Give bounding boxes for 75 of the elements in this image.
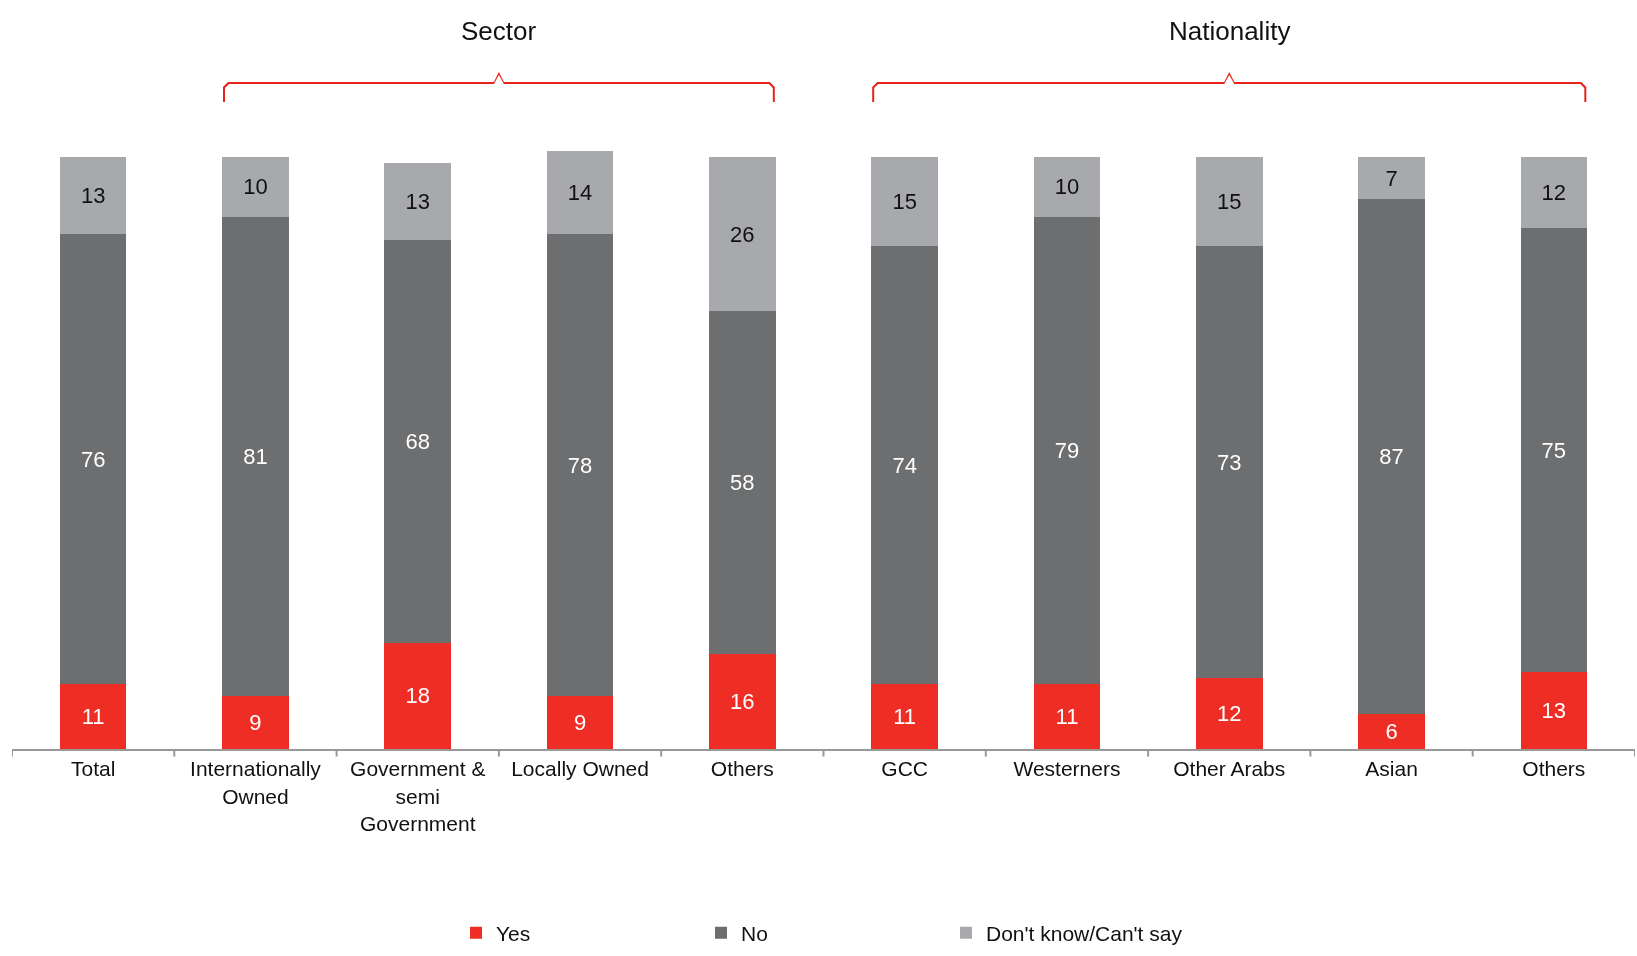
data-label: 11 xyxy=(81,703,105,729)
text: Nationality xyxy=(1169,16,1291,46)
bar xyxy=(222,216,289,696)
bar xyxy=(1358,713,1425,749)
x-tick-label: Others xyxy=(1522,757,1586,781)
data-label: 78 xyxy=(567,452,593,478)
bar xyxy=(546,234,614,696)
bar xyxy=(709,157,776,312)
bar xyxy=(871,157,938,247)
bar xyxy=(871,683,938,749)
data-label: 75 xyxy=(1541,437,1567,463)
bar xyxy=(1033,157,1101,217)
bar xyxy=(1033,216,1101,684)
bar xyxy=(871,246,938,684)
bar xyxy=(222,695,289,749)
data-label: 12 xyxy=(1217,701,1242,726)
bar xyxy=(1520,157,1588,229)
bar xyxy=(546,695,614,749)
data-label: 15 xyxy=(892,189,917,215)
x-tick-label: Locally Owned xyxy=(511,757,649,781)
text: Sector xyxy=(461,16,537,46)
bar xyxy=(59,234,127,684)
data-label: 11 xyxy=(893,703,917,729)
data-label: 15 xyxy=(1217,189,1242,215)
legend-label: No xyxy=(741,921,768,945)
data-label: 13 xyxy=(1541,698,1567,724)
bar xyxy=(384,642,452,749)
bar xyxy=(709,654,776,749)
data-label: 11 xyxy=(1055,703,1079,729)
legend-label: Don't know/Can't say xyxy=(986,921,1183,945)
x-tick-label: Westerners xyxy=(1013,757,1121,781)
data-label: 18 xyxy=(405,683,430,709)
data-label: 10 xyxy=(243,174,268,200)
data-label: 9 xyxy=(249,709,262,735)
bar xyxy=(1358,198,1425,714)
data-label: 6 xyxy=(1385,718,1398,744)
x-tick-label: Government & semi Government xyxy=(350,757,486,835)
x-tick-label: GCC xyxy=(881,757,928,781)
x-tick-label: Asian xyxy=(1365,757,1418,781)
data-label: 74 xyxy=(892,452,917,478)
data-label: 73 xyxy=(1217,449,1242,475)
data-label: 26 xyxy=(730,221,755,247)
bar xyxy=(384,163,452,241)
bar xyxy=(546,151,614,235)
bar xyxy=(1195,157,1263,247)
x-tick-label: Internationally Owned xyxy=(190,757,322,808)
data-label: 7 xyxy=(1385,165,1398,191)
bar xyxy=(1033,683,1101,749)
bar xyxy=(1520,672,1588,749)
legend-label: Yes xyxy=(496,921,531,945)
data-label: 76 xyxy=(80,446,106,472)
data-label: 13 xyxy=(80,183,106,209)
bar xyxy=(1195,246,1263,678)
x-tick-label: Others xyxy=(710,757,774,781)
x-tick-label: Total xyxy=(70,757,116,781)
bar xyxy=(222,157,289,217)
data-label: 14 xyxy=(567,180,593,206)
bar xyxy=(384,240,452,643)
data-label: 68 xyxy=(405,428,430,454)
x-tick-label: Other Arabs xyxy=(1173,757,1286,781)
data-label: 13 xyxy=(405,189,430,215)
data-label: 10 xyxy=(1054,174,1080,200)
data-label: 12 xyxy=(1541,180,1567,206)
data-label: 81 xyxy=(243,443,268,469)
bar xyxy=(709,311,776,655)
data-label: 16 xyxy=(730,689,755,715)
data-label: 87 xyxy=(1379,443,1404,469)
bar xyxy=(59,157,127,235)
bar xyxy=(1520,228,1588,673)
data-label: 58 xyxy=(730,470,755,496)
bar xyxy=(1358,157,1425,199)
data-label: 79 xyxy=(1054,437,1080,463)
bar xyxy=(1195,678,1263,749)
bar xyxy=(59,683,127,749)
data-label: 9 xyxy=(573,709,587,735)
